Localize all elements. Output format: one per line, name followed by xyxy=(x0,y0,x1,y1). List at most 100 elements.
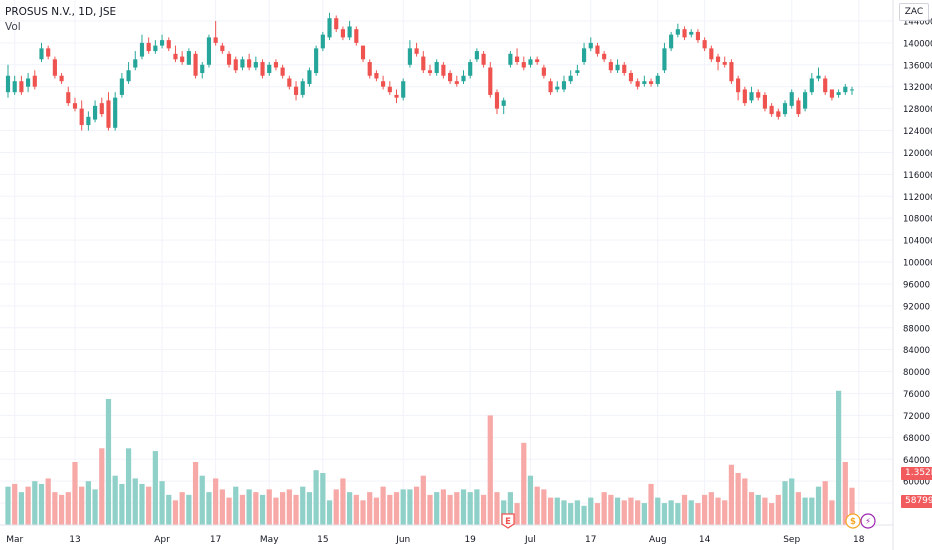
candle-body xyxy=(327,18,332,38)
volume-bar xyxy=(333,489,339,525)
marker-dividend-icon[interactable]: $ xyxy=(845,513,861,529)
volume-bar xyxy=(25,486,31,525)
candle xyxy=(675,23,680,38)
volume-bar xyxy=(635,500,641,525)
volume-bar xyxy=(239,494,246,525)
candle xyxy=(193,51,198,79)
candle-body xyxy=(153,45,158,52)
volume-bar xyxy=(708,492,714,525)
candle-body xyxy=(568,75,573,82)
event-markers[interactable]: E $ ⚡ xyxy=(501,513,876,529)
candle-body xyxy=(200,64,205,74)
candle xyxy=(247,53,252,71)
candle xyxy=(253,56,258,71)
y-tick-label: 124000 xyxy=(903,127,932,137)
candle-body xyxy=(648,81,654,84)
volume-bar xyxy=(186,494,192,525)
y-tick-label: 120000 xyxy=(903,149,932,159)
candle xyxy=(836,89,841,98)
candle-body xyxy=(622,64,627,74)
candle-body xyxy=(675,29,680,35)
candle-body xyxy=(762,94,767,109)
marker-earnings-icon[interactable]: E xyxy=(501,513,515,529)
candle-body xyxy=(220,45,225,52)
candle xyxy=(655,73,660,87)
y-tick-label: 84000 xyxy=(903,346,930,356)
volume-bar xyxy=(829,500,835,525)
volume-bar xyxy=(668,500,674,525)
candle-body xyxy=(32,75,37,87)
volume-bar xyxy=(192,461,199,525)
volume-bar xyxy=(514,503,520,525)
volume-bar xyxy=(621,500,627,525)
volume-bar xyxy=(166,494,172,525)
candle-body xyxy=(454,81,459,84)
candle-body xyxy=(508,53,513,65)
volume-bar xyxy=(695,503,701,525)
volume-bar xyxy=(233,486,239,525)
candle xyxy=(394,89,399,104)
candle-body xyxy=(113,97,118,128)
volume-legend[interactable]: Vol xyxy=(5,21,21,33)
volume-bar xyxy=(407,489,413,525)
volume-bar xyxy=(420,475,426,525)
candle xyxy=(715,53,721,71)
candle xyxy=(642,75,647,87)
symbol-title[interactable]: PROSUS N.V., 1D, JSE xyxy=(5,6,117,18)
volume-bar xyxy=(92,489,98,525)
candle xyxy=(561,75,567,93)
candle-body xyxy=(608,62,613,71)
candle xyxy=(307,67,312,87)
candle xyxy=(782,100,788,117)
candle xyxy=(267,62,272,76)
candle-body xyxy=(515,56,520,63)
volume-bar xyxy=(387,494,393,525)
candle-body xyxy=(749,92,754,101)
candle xyxy=(709,45,714,63)
volume-bar xyxy=(219,489,225,525)
currency-button[interactable]: ZAC xyxy=(899,3,929,21)
candle-body xyxy=(849,89,855,91)
candle-body xyxy=(541,67,546,76)
candle xyxy=(454,75,459,87)
candle xyxy=(293,81,299,101)
volume-bar xyxy=(179,492,185,525)
candle xyxy=(662,42,667,74)
candle-body xyxy=(595,45,600,54)
candle xyxy=(575,64,580,76)
candle-body xyxy=(481,53,486,65)
volume-bar xyxy=(326,500,333,525)
volume-bar xyxy=(467,492,473,525)
volume-bar xyxy=(18,492,25,525)
candle-body xyxy=(655,75,660,84)
candle-body xyxy=(387,86,392,93)
candle xyxy=(421,51,426,74)
candle xyxy=(5,64,11,98)
volume-price-tag: 1.352M xyxy=(901,467,932,480)
volume-bar xyxy=(795,492,802,525)
candle-body xyxy=(829,89,834,98)
volume-bar xyxy=(286,489,292,525)
candle-body xyxy=(119,78,124,95)
candle xyxy=(260,59,265,79)
candle xyxy=(749,86,754,104)
volume-bar xyxy=(347,492,353,525)
candle xyxy=(280,64,285,79)
candle xyxy=(414,42,419,57)
volume-bar xyxy=(213,478,219,525)
candle xyxy=(166,37,171,52)
candle-body xyxy=(213,37,218,43)
earnings-label: E xyxy=(505,517,511,527)
candle xyxy=(789,89,794,109)
marker-split-icon[interactable]: ⚡ xyxy=(860,513,876,529)
volume-bar xyxy=(313,470,319,525)
candle-body xyxy=(334,18,339,30)
split-shape xyxy=(860,513,876,529)
candle xyxy=(387,81,392,95)
candle xyxy=(173,45,178,63)
volume-bar xyxy=(722,500,728,525)
candle-body xyxy=(394,94,399,98)
candle xyxy=(722,56,727,68)
candle-body xyxy=(843,86,848,93)
